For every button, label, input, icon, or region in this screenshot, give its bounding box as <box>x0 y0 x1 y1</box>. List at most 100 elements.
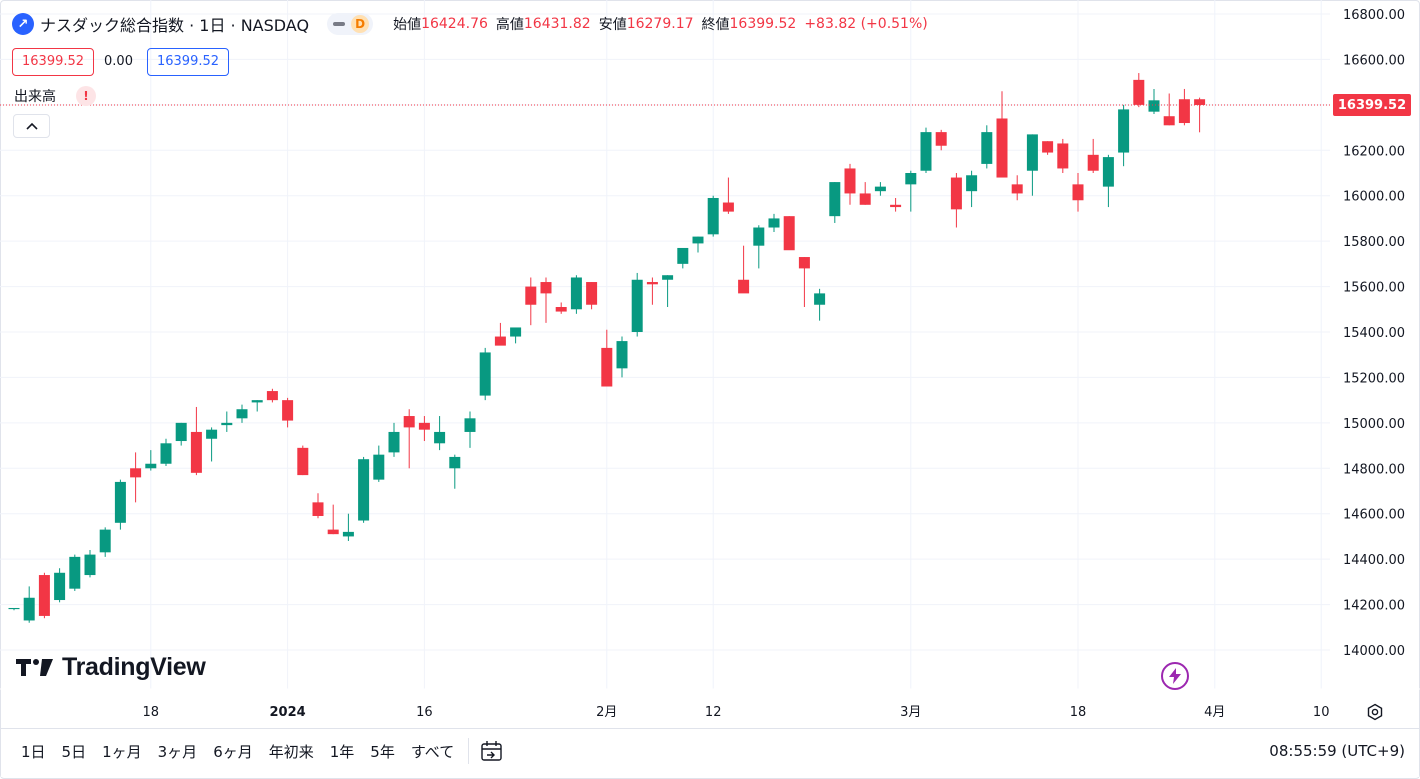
range-1y[interactable]: 1年 <box>329 742 355 761</box>
candle[interactable] <box>1133 73 1145 108</box>
candle[interactable] <box>190 406 202 476</box>
candle[interactable] <box>616 336 628 378</box>
candle[interactable] <box>1163 93 1175 126</box>
candle[interactable] <box>464 411 476 448</box>
candle[interactable] <box>84 550 96 578</box>
candle[interactable] <box>434 416 446 451</box>
candle[interactable] <box>646 277 658 305</box>
range-3m[interactable]: 3ヶ月 <box>157 742 198 761</box>
candle[interactable] <box>8 607 20 611</box>
range-1d[interactable]: 1日 <box>21 742 46 761</box>
candle[interactable] <box>1087 138 1099 173</box>
market-status-pill[interactable]: D <box>327 13 374 35</box>
candle[interactable] <box>403 409 415 469</box>
candle[interactable] <box>859 182 871 205</box>
candle[interactable] <box>555 302 567 314</box>
candle[interactable] <box>1178 88 1190 126</box>
candle[interactable] <box>388 422 400 457</box>
collapse-legend-button[interactable] <box>13 114 50 138</box>
volume-warning-icon[interactable]: ! <box>76 86 96 106</box>
candle[interactable] <box>525 277 537 326</box>
candle[interactable] <box>1148 88 1160 114</box>
candle[interactable] <box>130 452 142 503</box>
candle[interactable] <box>1011 175 1023 201</box>
lightning-button[interactable] <box>1161 662 1189 690</box>
candle[interactable] <box>996 91 1008 178</box>
candle[interactable] <box>631 272 643 337</box>
candle[interactable] <box>601 329 613 387</box>
range-6m[interactable]: 6ヶ月 <box>213 742 253 761</box>
candle[interactable] <box>175 422 187 446</box>
buy-button[interactable]: 16399.52 <box>146 47 230 76</box>
candle[interactable] <box>783 216 795 251</box>
candle[interactable] <box>707 195 719 237</box>
candle[interactable] <box>54 568 66 603</box>
candle[interactable] <box>540 277 552 323</box>
candle[interactable] <box>479 347 491 401</box>
candle[interactable] <box>1057 138 1069 173</box>
candle[interactable] <box>920 127 932 173</box>
candle[interactable] <box>677 247 689 269</box>
candle[interactable] <box>966 170 978 208</box>
candle[interactable] <box>768 213 780 233</box>
candle[interactable] <box>206 427 218 462</box>
tradingview-logo[interactable]: TradingView <box>16 652 206 682</box>
price-axis[interactable]: 14000.00 14200.00 14400.00 14600.00 14800.00… <box>1343 8 1405 659</box>
candle[interactable] <box>251 400 263 412</box>
candle[interactable] <box>69 554 81 591</box>
candle[interactable] <box>160 438 172 467</box>
candle[interactable] <box>798 257 810 308</box>
candle[interactable] <box>327 504 339 535</box>
candle[interactable] <box>1042 141 1054 155</box>
range-ytd[interactable]: 年初来 <box>268 742 314 761</box>
candle[interactable] <box>282 397 294 428</box>
candle[interactable] <box>844 163 856 205</box>
candle[interactable] <box>1026 134 1038 196</box>
candle[interactable] <box>570 275 582 314</box>
candle[interactable] <box>586 282 598 310</box>
candle[interactable] <box>753 225 765 269</box>
range-1m[interactable]: 1ヶ月 <box>102 742 142 761</box>
volume-label[interactable]: 出来高 <box>14 89 56 105</box>
candle[interactable] <box>1102 154 1114 208</box>
sell-button[interactable]: 16399.52 <box>12 47 95 76</box>
candle[interactable] <box>38 572 50 619</box>
candle[interactable] <box>221 411 233 432</box>
candle[interactable] <box>814 288 826 321</box>
candle[interactable] <box>145 450 157 471</box>
range-5y[interactable]: 5年 <box>370 742 395 761</box>
candle[interactable] <box>722 177 734 214</box>
candle[interactable] <box>510 327 522 344</box>
candle[interactable] <box>890 197 902 212</box>
time-axis[interactable]: 18 2024 16 2月 12 3月 18 4月 10 <box>143 705 1330 720</box>
candle[interactable] <box>662 275 674 308</box>
candle[interactable] <box>23 586 35 623</box>
symbol-title[interactable]: ナスダック総合指数 · 1日 · NASDAQ <box>40 16 310 35</box>
candle[interactable] <box>1194 97 1206 133</box>
candle[interactable] <box>236 404 248 423</box>
range-all[interactable]: すべて <box>410 742 455 761</box>
candle[interactable] <box>494 322 506 346</box>
candle[interactable] <box>312 493 324 519</box>
candle[interactable] <box>950 173 962 228</box>
candle[interactable] <box>905 170 917 212</box>
candle[interactable] <box>1072 173 1084 212</box>
goto-date-button[interactable] <box>475 736 509 766</box>
candle[interactable] <box>981 125 993 169</box>
range-5d[interactable]: 5日 <box>61 742 87 761</box>
candle[interactable] <box>418 416 430 442</box>
candle[interactable] <box>692 236 704 253</box>
candle[interactable] <box>449 454 461 489</box>
candle[interactable] <box>297 445 309 476</box>
timezone-clock[interactable]: 08:55:59 (UTC+9) <box>1269 742 1405 760</box>
candle[interactable] <box>1118 104 1130 167</box>
candle[interactable] <box>99 527 111 557</box>
candle[interactable] <box>738 245 750 294</box>
candle[interactable] <box>342 513 354 541</box>
candle[interactable] <box>358 456 370 523</box>
chart-settings-button[interactable] <box>1363 700 1387 724</box>
candle[interactable] <box>935 129 947 151</box>
candle[interactable] <box>874 182 886 196</box>
candle[interactable] <box>373 445 385 482</box>
